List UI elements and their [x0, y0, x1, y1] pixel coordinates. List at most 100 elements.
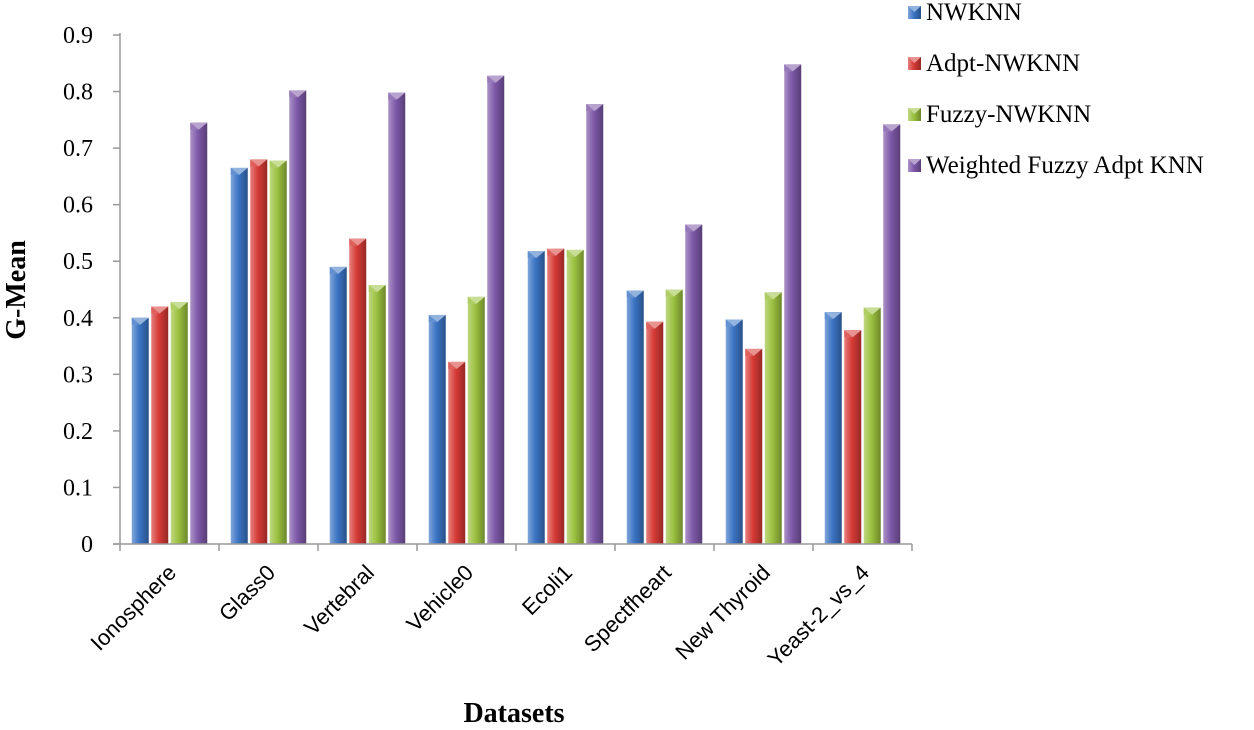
bar-cap-shade: [349, 238, 358, 246]
legend-swatch: [908, 108, 921, 121]
y-tick-label: 0: [81, 532, 93, 558]
bar-cap: [368, 284, 386, 292]
bar-cap-shade: [230, 167, 240, 175]
bar-cap: [586, 103, 604, 111]
bar-body: [151, 306, 169, 544]
bar-body: [566, 249, 584, 544]
bar-body: [388, 92, 406, 544]
bar: [764, 292, 782, 544]
x-axis-title: Datasets: [463, 698, 564, 729]
bar-cap: [487, 75, 505, 83]
y-tick-label: 0.5: [63, 249, 93, 275]
bar-cap-shade: [448, 361, 457, 369]
bar-cap-shade: [745, 348, 754, 356]
legend-swatch-cap: [908, 108, 921, 114]
bar: [665, 289, 683, 544]
bar-cap-shade: [665, 289, 675, 297]
bar: [626, 290, 644, 544]
bar-cap: [626, 290, 644, 298]
bar: [745, 348, 763, 544]
bar: [151, 306, 169, 544]
bar-cap: [646, 321, 664, 329]
y-tick-label: 0.6: [63, 193, 93, 219]
bar-body: [883, 124, 901, 544]
bar-cap-shade: [883, 124, 892, 132]
bar-cap: [764, 292, 782, 300]
bar: [646, 321, 664, 544]
legend-swatch-cap: [908, 6, 921, 12]
bar: [448, 361, 466, 544]
legend-label: Fuzzy-NWKNN: [926, 101, 1091, 128]
bar-cap: [131, 317, 149, 325]
bar: [428, 314, 446, 544]
bar-cap-shade: [368, 284, 378, 292]
bar-body: [547, 248, 565, 544]
y-tick-label: 0.9: [63, 23, 93, 49]
bar-body: [487, 75, 505, 544]
bar-body: [586, 103, 604, 545]
bar-body: [844, 330, 862, 544]
bar: [586, 103, 604, 545]
bar: [725, 319, 743, 544]
bar-body: [527, 251, 545, 544]
bar-cap: [250, 159, 268, 167]
x-tick-label: Yeast-2_vs_4: [763, 560, 874, 671]
bar-body: [170, 301, 188, 544]
bar-body: [764, 292, 782, 544]
bar-body: [626, 290, 644, 544]
bar-cap-shade: [190, 122, 199, 130]
bar-cap-shade: [863, 307, 873, 315]
bar-cap: [685, 224, 703, 232]
bar: [467, 296, 485, 544]
legend-label: Adpt-NWKNN: [926, 50, 1080, 77]
bar-cap-shade: [547, 248, 556, 256]
y-tick-label: 0.4: [63, 306, 93, 332]
bar: [269, 160, 287, 544]
bar-cap-shade: [725, 319, 735, 327]
legend-item: Adpt-NWKNN: [908, 50, 1080, 77]
bar-cap-shade: [487, 75, 496, 83]
bar-cap: [883, 124, 901, 132]
bar-cap: [566, 249, 584, 257]
bar: [289, 90, 307, 545]
y-tick-label: 0.3: [63, 362, 93, 388]
bar-body: [448, 361, 466, 544]
bar-body: [269, 160, 287, 544]
bar: [329, 266, 347, 544]
bar-cap-shade: [685, 224, 694, 232]
legend-item: NWKNN: [908, 0, 1022, 26]
legend-swatch: [908, 159, 921, 172]
bar: [566, 249, 584, 544]
bar-cap-shade: [388, 92, 397, 100]
bar-cap-shade: [646, 321, 655, 329]
bar-cap: [230, 167, 248, 175]
bar-body: [665, 289, 683, 544]
bar-body: [230, 167, 248, 544]
bar-body: [131, 317, 149, 544]
legend-swatch: [908, 6, 921, 19]
y-tick-label: 0.1: [63, 475, 93, 501]
x-tick-label: Ecoli1: [517, 560, 577, 620]
bar-cap: [824, 312, 842, 320]
bar-cap-shade: [467, 296, 477, 304]
x-tick-label: Vertebral: [299, 560, 379, 640]
bar-body: [745, 348, 763, 544]
bar-cap: [745, 348, 763, 356]
bar: [190, 122, 208, 545]
bar: [368, 284, 386, 544]
bar-body: [329, 266, 347, 544]
x-tick-label: Vehicle0: [402, 560, 479, 637]
bar-cap-shade: [170, 301, 180, 309]
bar-cap: [725, 319, 743, 327]
bar-body: [349, 238, 367, 544]
bar-cap-shade: [784, 64, 793, 72]
bar-body: [467, 296, 485, 544]
bar-cap-shade: [329, 266, 339, 274]
bar-body: [784, 64, 802, 545]
bar-cap: [388, 92, 406, 100]
bar-cap: [527, 251, 545, 259]
bar-cap-shade: [527, 251, 537, 259]
bar: [784, 64, 802, 545]
bar-cap-shade: [626, 290, 636, 298]
bar-body: [428, 314, 446, 544]
